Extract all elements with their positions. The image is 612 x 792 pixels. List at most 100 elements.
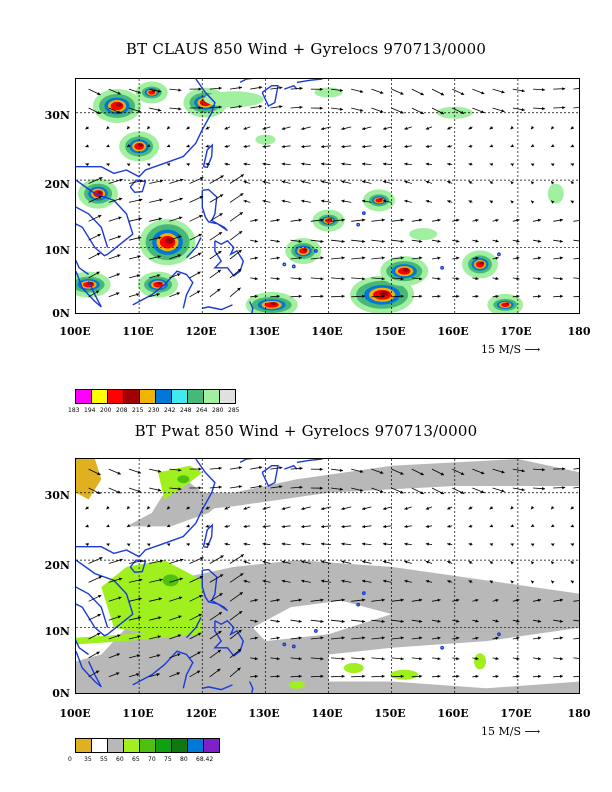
pwat-region — [170, 459, 579, 513]
coastline-segment — [201, 568, 229, 612]
pwat-region — [177, 475, 190, 484]
panel1-vector-ref-label: 15 M/S ⟶ — [481, 343, 541, 356]
panel1-lon-130e: 130E — [248, 325, 280, 338]
cloud-region — [165, 237, 174, 245]
cloud-region — [203, 91, 264, 108]
colorbar-swatch — [203, 389, 220, 404]
coastline-segment — [185, 617, 202, 639]
colorbar-swatch — [203, 738, 220, 753]
coastline-segment — [76, 79, 216, 178]
panel1-lat-20n: 20N — [44, 178, 70, 191]
island — [361, 591, 366, 596]
panel2-lon-100e: 100E — [59, 707, 91, 720]
colorbar-swatch — [139, 389, 156, 404]
colorbar-label: 70 — [148, 756, 156, 763]
coastline-segment — [202, 304, 233, 311]
wind-arrow — [573, 486, 579, 489]
island — [497, 632, 501, 637]
wind-arrow — [573, 676, 579, 678]
colorbar-label: 242 — [164, 407, 176, 414]
panel1-lat-10n: 10N — [44, 244, 70, 257]
panel1-lon-120e: 120E — [185, 325, 217, 338]
coastline-segment — [76, 650, 102, 688]
wind-vectors — [85, 86, 579, 298]
colorbar-label: 80 — [180, 756, 188, 763]
panel2-lat-20n: 20N — [44, 559, 70, 572]
colorbar-swatch — [155, 389, 172, 404]
panel1-map — [75, 78, 580, 314]
cloud-region — [504, 302, 510, 305]
wind-arrow — [573, 277, 579, 279]
wind-arrow — [573, 637, 579, 640]
coastline — [76, 79, 501, 313]
panel1-title: BT CLAUS 850 Wind + Gyrelocs 970713/0000 — [125, 40, 487, 58]
panel1-colorbar — [75, 389, 236, 407]
cloud-region — [547, 183, 564, 204]
cloud-region — [379, 197, 383, 201]
cloud-region — [402, 268, 410, 272]
coastline-segment — [296, 459, 323, 464]
coastline-segment — [261, 85, 279, 107]
island — [313, 249, 318, 253]
coastline-segment — [213, 239, 245, 277]
colorbar-label: 35 — [84, 756, 92, 763]
colorbar-label: 75 — [164, 756, 172, 763]
colorbar-label: 0 — [68, 756, 72, 763]
wind-arrow — [573, 468, 579, 470]
colorbar-swatch — [171, 738, 188, 753]
cloud-region — [138, 143, 144, 147]
ref-arrow-icon: ⟶ — [524, 725, 541, 738]
cloud-region — [409, 228, 438, 241]
panel2-lat-30n: 30N — [44, 489, 70, 502]
coastline-segment — [132, 270, 194, 309]
colorbar-label: 65 — [132, 756, 140, 763]
panel2-lon-120e: 120E — [185, 707, 217, 720]
colorbar-label: 208 — [116, 407, 128, 414]
colorbar-swatch — [187, 738, 204, 753]
panel1-lon-180: 180 — [567, 325, 591, 338]
pwat-region — [474, 653, 486, 670]
colorbar-label: 183 — [68, 407, 80, 414]
cloud-region — [328, 218, 333, 221]
pwat-region — [288, 680, 305, 689]
colorbar-swatch — [107, 738, 124, 753]
cloud-region — [302, 248, 308, 252]
colorbar-swatch — [107, 389, 124, 404]
coastline-segment — [76, 270, 102, 308]
coastline-segment — [296, 79, 323, 84]
panel2-title: BT Pwat 850 Wind + Gyrelocs 970713/0000 — [134, 422, 478, 440]
coastline-segment — [248, 301, 254, 313]
colorbar-swatch — [219, 389, 236, 404]
pwat-region — [76, 459, 102, 500]
coastline-segment — [129, 559, 147, 574]
colorbar-swatch — [155, 738, 172, 753]
colorbar-label: 200 — [100, 407, 112, 414]
colorbar-label: 60 — [116, 756, 124, 763]
wind-vectors — [85, 466, 579, 678]
panel1-lon-110e: 110E — [122, 325, 154, 338]
coastline-segment — [239, 459, 254, 464]
panel1-lat-30n: 30N — [44, 109, 70, 122]
colorbar-label: 68.42 — [196, 756, 214, 763]
panel2-lat-10n: 10N — [44, 625, 70, 638]
coastline — [76, 459, 501, 693]
coastline-segment — [76, 206, 109, 248]
wind-arrow — [573, 600, 579, 602]
colorbar-label: 230 — [148, 407, 160, 414]
pwat-region — [390, 669, 419, 680]
coastline-segment — [202, 523, 214, 549]
cloud-region — [157, 281, 163, 285]
coastline-segment — [213, 619, 245, 657]
wind-arrow — [573, 220, 579, 222]
colorbar-swatch — [187, 389, 204, 404]
cloud-region — [115, 102, 123, 107]
pwat-region — [101, 560, 203, 635]
colorbar-label: 194 — [84, 407, 96, 414]
panel2-lon-110e: 110E — [122, 707, 154, 720]
coastline-segment — [201, 188, 229, 232]
coastline-segment — [129, 179, 147, 194]
ref-arrow-icon: ⟶ — [524, 343, 541, 356]
panel2-lat-0n: 0N — [52, 687, 70, 700]
wind-arrow — [573, 88, 579, 90]
coastline-segment — [76, 459, 216, 558]
